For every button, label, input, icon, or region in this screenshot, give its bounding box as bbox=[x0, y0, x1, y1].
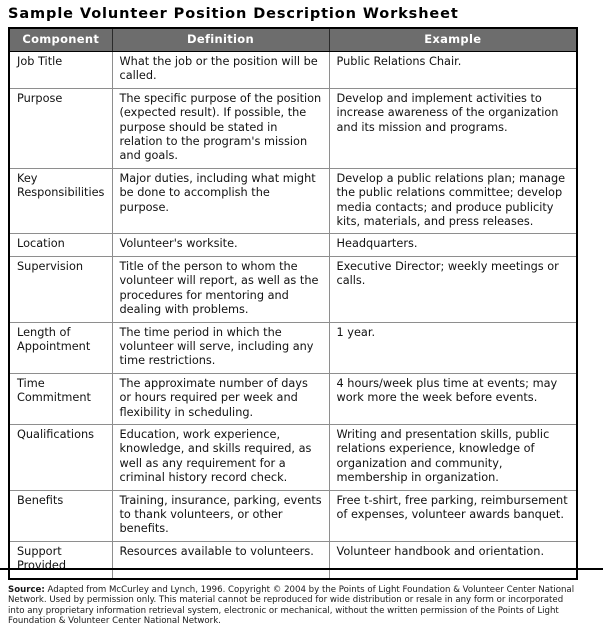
cell-component: Key Responsibilities bbox=[10, 168, 113, 235]
cell-component: Time Commitment bbox=[10, 373, 113, 425]
source-label: Source: bbox=[8, 584, 45, 595]
table-row: Benefits Training, insurance, parking, ev… bbox=[10, 490, 576, 542]
cell-component: Qualifications bbox=[10, 424, 113, 491]
cell-example: 4 hours/week plus time at events; may wo… bbox=[329, 373, 576, 425]
table-row: Job Title What the job or the position wi… bbox=[10, 51, 576, 89]
cell-example: Public Relations Chair. bbox=[329, 51, 576, 89]
cell-component: Purpose bbox=[10, 88, 113, 169]
cell-definition: What the job or the position will be cal… bbox=[112, 51, 330, 89]
cell-definition: Title of the person to whom the voluntee… bbox=[112, 256, 330, 323]
source-text: Adapted from McCurley and Lynch, 1996. C… bbox=[8, 584, 575, 627]
column-header-component: Component bbox=[10, 29, 113, 52]
table-row: Location Volunteer's worksite. Headquarter… bbox=[10, 233, 576, 257]
cell-component: Benefits bbox=[10, 490, 113, 542]
worksheet-table: Component Definition Example Job Title Wh… bbox=[10, 29, 576, 578]
cell-example: Develop a public relations plan; manage … bbox=[329, 168, 576, 235]
cell-example: Free t-shirt, free parking, reimbursemen… bbox=[329, 490, 576, 542]
cell-example: Headquarters. bbox=[329, 233, 576, 257]
cell-definition: The time period in which the volunteer w… bbox=[112, 322, 330, 374]
cell-definition: Volunteer's worksite. bbox=[112, 233, 330, 257]
cell-definition: Education, work experience, knowledge, a… bbox=[112, 424, 330, 491]
cell-component: Support Provided bbox=[10, 541, 113, 578]
table-row: Key Responsibilities Major duties, includ… bbox=[10, 168, 576, 235]
cell-example: Writing and presentation skills, public … bbox=[329, 424, 576, 491]
cell-example: Volunteer handbook and orientation. bbox=[329, 541, 576, 578]
cell-component: Length of Appointment bbox=[10, 322, 113, 374]
cell-component: Supervision bbox=[10, 256, 113, 323]
page-title: Sample Volunteer Position Description Wo… bbox=[8, 6, 459, 22]
cell-definition: Resources available to volunteers. bbox=[112, 541, 330, 578]
cell-definition: The specific purpose of the position (ex… bbox=[112, 88, 330, 169]
cell-example: Executive Director; weekly meetings or c… bbox=[329, 256, 576, 323]
table-row: Support Provided Resources available to v… bbox=[10, 541, 576, 578]
worksheet-table-container: Component Definition Example Job Title Wh… bbox=[8, 27, 578, 580]
table-body: Job Title What the job or the position wi… bbox=[10, 51, 576, 578]
column-header-example: Example bbox=[329, 29, 576, 52]
table-row: Time Commitment The approximate number of… bbox=[10, 373, 576, 425]
source-note: Source: Adapted from McCurley and Lynch,… bbox=[8, 585, 578, 627]
table-header: Component Definition Example bbox=[10, 29, 576, 52]
cell-example: Develop and implement activities to incr… bbox=[329, 88, 576, 169]
table-row: Supervision Title of the person to whom t… bbox=[10, 256, 576, 323]
cell-component: Job Title bbox=[10, 51, 113, 89]
cell-definition: Training, insurance, parking, events to … bbox=[112, 490, 330, 542]
column-header-definition: Definition bbox=[112, 29, 330, 52]
cell-component: Location bbox=[10, 233, 113, 257]
table-row: Qualifications Education, work experience… bbox=[10, 424, 576, 491]
cell-definition: The approximate number of days or hours … bbox=[112, 373, 330, 425]
cell-example: 1 year. bbox=[329, 322, 576, 374]
cell-definition: Major duties, including what might be do… bbox=[112, 168, 330, 235]
table-header-row: Component Definition Example bbox=[10, 29, 576, 52]
worksheet-page: Sample Volunteer Position Description Wo… bbox=[0, 5, 603, 626]
bottom-divider bbox=[0, 568, 603, 570]
table-row: Purpose The specific purpose of the posit… bbox=[10, 88, 576, 169]
table-row: Length of Appointment The time period in … bbox=[10, 322, 576, 374]
